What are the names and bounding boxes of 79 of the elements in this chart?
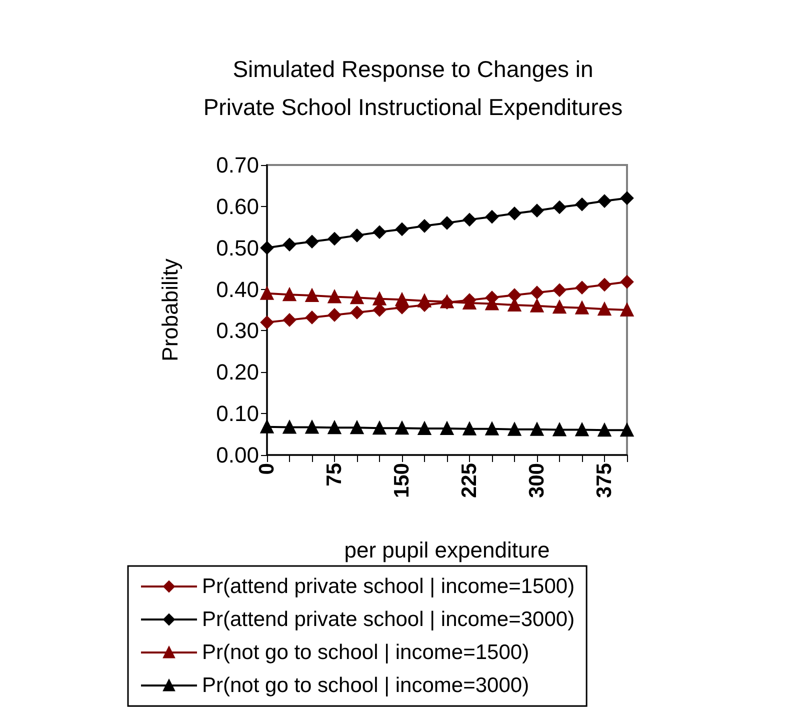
x-axis-title: per pupil expenditure bbox=[344, 538, 550, 562]
point bbox=[620, 275, 634, 288]
point bbox=[440, 422, 454, 435]
y-tick-label: 0.40 bbox=[216, 276, 259, 302]
point bbox=[620, 424, 634, 437]
x-tick-label: 150 bbox=[390, 463, 414, 498]
y-tick-label: 0.30 bbox=[216, 318, 259, 344]
point bbox=[440, 216, 454, 230]
y-tick-label: 0.10 bbox=[216, 401, 259, 426]
point bbox=[283, 238, 296, 252]
point bbox=[530, 204, 544, 218]
point bbox=[486, 210, 498, 224]
point bbox=[576, 198, 588, 211]
point bbox=[328, 421, 341, 434]
point bbox=[396, 222, 408, 236]
point bbox=[418, 219, 431, 232]
x-tick-label: 75 bbox=[323, 462, 346, 486]
point bbox=[598, 302, 611, 316]
point bbox=[508, 206, 521, 220]
x-tick-label: 225 bbox=[458, 462, 481, 498]
point bbox=[350, 306, 364, 319]
point bbox=[260, 241, 274, 254]
point bbox=[283, 313, 296, 326]
point bbox=[350, 291, 364, 304]
y-tick-label: 0.20 bbox=[216, 360, 259, 385]
legend-label: Pr(attend private school | income=3000) bbox=[202, 608, 575, 631]
point bbox=[306, 420, 318, 434]
point bbox=[620, 192, 634, 205]
point bbox=[508, 298, 521, 312]
point bbox=[576, 423, 588, 436]
point bbox=[328, 308, 341, 322]
point bbox=[260, 420, 274, 434]
point bbox=[530, 422, 544, 436]
point bbox=[598, 278, 611, 292]
point bbox=[260, 316, 274, 329]
point bbox=[328, 232, 341, 246]
point bbox=[418, 422, 431, 435]
point bbox=[306, 310, 318, 324]
point bbox=[350, 228, 364, 242]
point bbox=[396, 293, 408, 306]
point bbox=[396, 422, 408, 435]
point bbox=[553, 423, 566, 436]
point bbox=[373, 226, 386, 239]
point bbox=[598, 424, 611, 437]
point bbox=[350, 421, 364, 434]
legend-label: Pr(not go to school | income=1500) bbox=[202, 641, 530, 664]
point bbox=[620, 304, 634, 316]
point bbox=[463, 422, 476, 436]
point bbox=[576, 301, 588, 314]
y-tick-label: 0.70 bbox=[216, 152, 259, 178]
point bbox=[486, 422, 498, 436]
legend-label: Pr(attend private school | income=1500) bbox=[202, 575, 575, 598]
point bbox=[508, 288, 521, 302]
legend-label: Pr(not go to school | income=3000) bbox=[202, 674, 530, 697]
point bbox=[306, 235, 318, 248]
point bbox=[598, 194, 611, 208]
point bbox=[553, 300, 566, 314]
point bbox=[260, 286, 274, 300]
point bbox=[530, 299, 544, 312]
point bbox=[328, 290, 341, 304]
y-tick-label: 0.50 bbox=[216, 235, 259, 260]
chart-title: Simulated Response to Changes in Private School Instructional Expenditures bbox=[203, 56, 623, 120]
point bbox=[508, 422, 521, 436]
x-tick-label: 375 bbox=[593, 462, 616, 498]
y-tick-label: 0.60 bbox=[216, 194, 259, 219]
x-tick-label: 300 bbox=[526, 463, 548, 498]
point bbox=[283, 420, 296, 434]
point bbox=[553, 200, 566, 214]
point bbox=[373, 422, 386, 435]
point bbox=[576, 281, 588, 294]
point bbox=[530, 286, 544, 300]
point bbox=[418, 294, 431, 308]
point bbox=[553, 284, 566, 297]
y-axis-title: Probability bbox=[158, 258, 182, 362]
point bbox=[306, 289, 318, 302]
point bbox=[373, 292, 386, 306]
point bbox=[373, 304, 386, 316]
point bbox=[463, 213, 476, 226]
point bbox=[283, 288, 296, 302]
